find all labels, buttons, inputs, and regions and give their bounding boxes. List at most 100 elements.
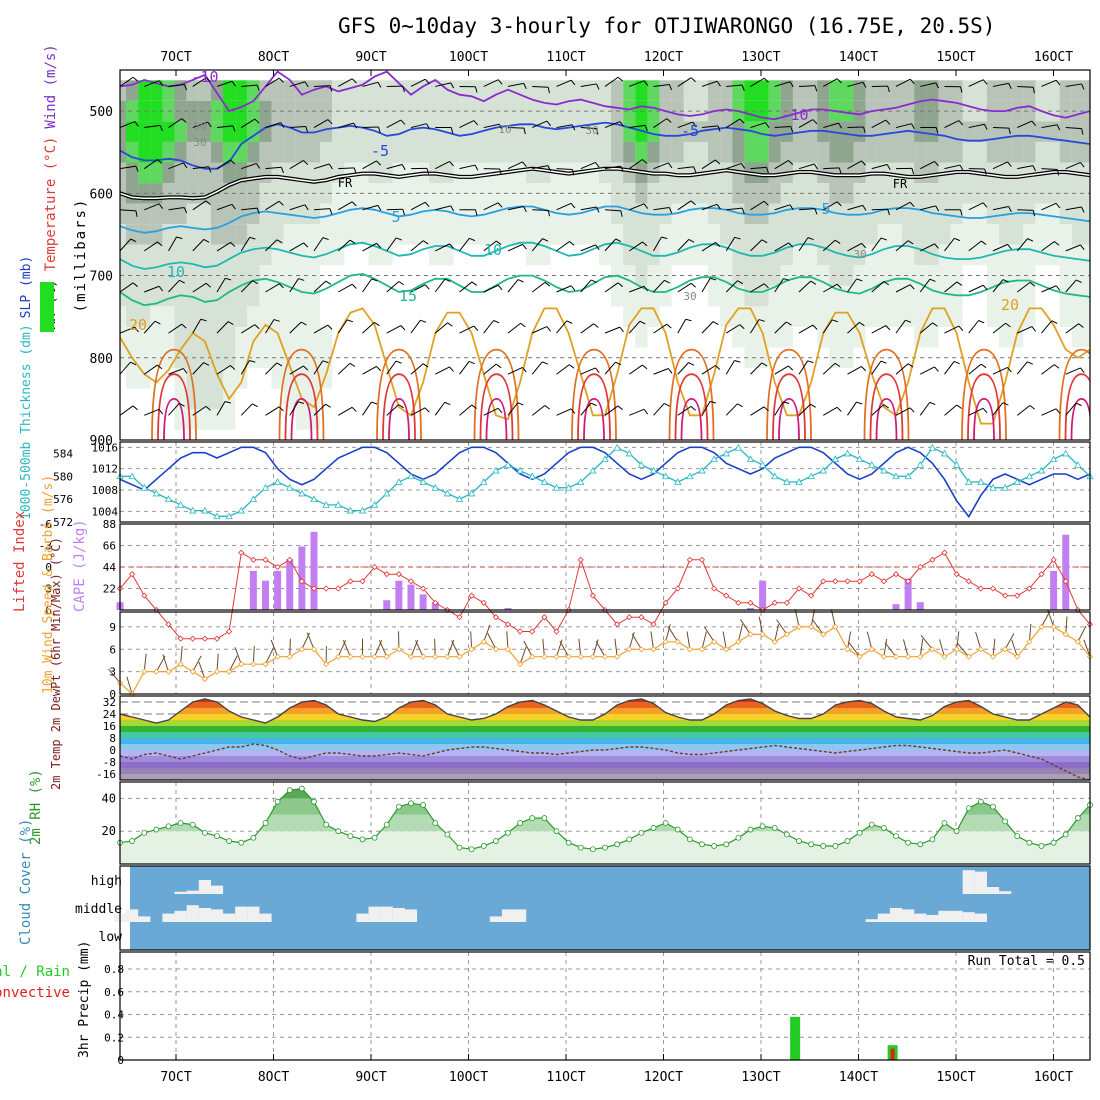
rh-cell: [1035, 224, 1048, 245]
rh-cell: [320, 224, 333, 245]
wind-barb-flag: [568, 364, 575, 369]
rh-cell: [574, 183, 587, 204]
temp-band: [120, 708, 1090, 714]
wind-speed-point: [674, 638, 681, 645]
wind-barb-flag: [739, 118, 745, 124]
wind-speed-point: [395, 646, 402, 653]
wind-barb-10m: [883, 638, 888, 657]
rh-cell: [938, 306, 951, 327]
wind-barb: [532, 209, 549, 211]
wind-speed-point: [614, 653, 621, 660]
rh-cell: [586, 80, 599, 101]
rh-2m-point: [359, 836, 366, 843]
rh-cell: [732, 80, 745, 101]
wind-barb-flag: [520, 322, 526, 328]
y-tick-label-rh: 20: [102, 824, 116, 838]
wind-barb: [677, 77, 692, 87]
wind-barb: [507, 161, 523, 170]
rh-2m-point: [201, 829, 208, 836]
wind-barb: [968, 363, 982, 375]
wind-barb-10m: [289, 638, 291, 657]
wind-barb: [871, 119, 887, 128]
rh-cell: [598, 183, 612, 204]
wind-speed-point: [359, 653, 366, 660]
rh-cell: [902, 224, 915, 245]
rh-cell: [320, 203, 333, 225]
wind-barb: [386, 281, 400, 293]
warm-contour: [674, 373, 709, 440]
rh-cell: [853, 244, 866, 266]
rh-cell: [223, 141, 236, 163]
wind-barb-flag: [880, 237, 887, 241]
cloud-level-label: low: [99, 930, 123, 945]
rh-cell: [174, 162, 187, 184]
li-point: [407, 578, 415, 585]
wind-barb: [701, 203, 718, 211]
wind-barb-flag: [351, 201, 357, 207]
wind-barb-10m: [774, 624, 779, 642]
rh-2m-point: [250, 834, 257, 841]
rh-cell: [1059, 141, 1072, 163]
temp-band: [120, 720, 1090, 726]
rh-cell: [162, 80, 175, 101]
li-point: [298, 578, 305, 585]
wind-barb-flag: [982, 284, 988, 291]
rh-cell: [780, 121, 793, 142]
rh-2m-point: [856, 829, 863, 836]
wind-barb: [556, 79, 572, 87]
rh-cell: [186, 368, 199, 389]
wind-barb-flag: [273, 319, 280, 322]
wind-barb: [1017, 326, 1033, 334]
rh-cell: [174, 326, 187, 348]
wind-barb-flag: [132, 282, 139, 288]
rh-cell: [829, 285, 842, 307]
rh-cell: [1047, 183, 1060, 204]
wind-speed-point: [735, 638, 742, 645]
wind-barb-flag: [401, 164, 406, 170]
wind-speed-point: [844, 646, 851, 653]
rh-cell: [368, 244, 381, 266]
wind-barb: [653, 403, 665, 416]
rh-cell: [259, 306, 272, 327]
rh-cell: [392, 183, 405, 204]
rh-cell: [1071, 326, 1084, 348]
rh-cell: [223, 203, 236, 225]
cloud-bar-middle: [501, 909, 515, 922]
wind-barb-10m: [556, 639, 563, 657]
rh-cell: [295, 326, 308, 348]
rh-2m-point: [383, 821, 390, 828]
rh-cell: [926, 80, 939, 101]
wind-barb-flag: [420, 319, 427, 323]
wind-barb-flag: [351, 283, 357, 289]
wind-barb-flag: [789, 204, 794, 211]
wind-barb-flag: [205, 406, 211, 411]
rh-cell: [647, 141, 660, 163]
rh-cell: [841, 80, 854, 101]
cloud-bar-middle: [174, 910, 187, 922]
wind-speed-point: [965, 653, 972, 660]
rh-2m-point: [505, 829, 511, 836]
wind-speed-point: [1014, 653, 1021, 660]
wind-barb: [556, 364, 570, 375]
rh-cell: [732, 121, 745, 142]
rh-cell: [720, 80, 733, 101]
wind-barb-flag: [523, 83, 527, 90]
wind-barb-flag: [907, 240, 914, 245]
rh-cell: [829, 224, 842, 245]
rh-2m-point: [905, 839, 912, 846]
rh-cell: [1023, 80, 1036, 101]
wind-barb-flag: [353, 167, 357, 174]
rh-2m-point: [177, 820, 184, 826]
rh-cell: [489, 203, 502, 225]
wind-barb-flag: [761, 362, 768, 367]
wind-barb: [629, 285, 645, 293]
panel-frame: [119, 69, 1091, 441]
wind-barb: [701, 125, 718, 129]
y-tick-label-cape: 66: [103, 540, 116, 553]
thickness-point: [261, 483, 270, 491]
wind-speed-point: [189, 668, 196, 675]
wind-barb-flag: [807, 237, 814, 241]
li-point: [286, 556, 293, 563]
thickness-point: [698, 466, 706, 474]
wind-speed-point: [420, 653, 427, 660]
